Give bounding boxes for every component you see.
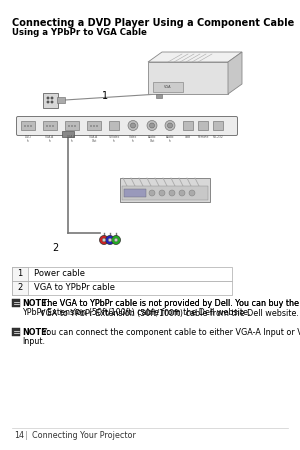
Text: Audio
In: Audio In <box>166 135 174 143</box>
Circle shape <box>179 190 185 196</box>
Circle shape <box>108 238 112 242</box>
Bar <box>21 121 35 130</box>
Circle shape <box>51 101 53 103</box>
Bar <box>65 121 79 130</box>
Text: The VGA to YPbPr cable is not provided by Dell. You can buy the VGA to YPbPr Ext: The VGA to YPbPr cable is not provided b… <box>40 299 299 319</box>
Text: NOTE:: NOTE: <box>22 328 50 337</box>
Bar <box>124 189 146 197</box>
Text: 14: 14 <box>14 432 24 441</box>
Circle shape <box>47 97 49 99</box>
Text: 1: 1 <box>102 91 108 101</box>
Text: Connecting a DVD Player Using a Component Cable: Connecting a DVD Player Using a Componen… <box>12 18 294 28</box>
Text: You can connect the component cable to either VGA-A Input or VGA-B: You can connect the component cable to e… <box>40 328 300 337</box>
Text: VGA to YPbPr cable: VGA to YPbPr cable <box>34 284 115 292</box>
FancyBboxPatch shape <box>16 117 238 135</box>
Bar <box>12 281 232 295</box>
Text: VGA-B
In: VGA-B In <box>68 135 76 143</box>
Text: VGA: VGA <box>164 85 172 89</box>
Text: NOTE:: NOTE: <box>22 299 50 308</box>
Bar <box>43 121 57 130</box>
Bar <box>109 121 119 130</box>
Circle shape <box>51 97 53 99</box>
Circle shape <box>96 125 98 127</box>
Bar <box>183 121 193 130</box>
Circle shape <box>159 190 165 196</box>
Circle shape <box>165 121 175 130</box>
Text: 2: 2 <box>17 284 22 292</box>
Circle shape <box>74 125 76 127</box>
Circle shape <box>24 125 26 127</box>
Text: DVI-I
In: DVI-I In <box>24 135 32 143</box>
Text: USB: USB <box>185 135 191 139</box>
Text: Power cable: Power cable <box>34 270 85 279</box>
Bar <box>12 267 232 281</box>
Bar <box>87 121 101 130</box>
Text: VGA-A
Out: VGA-A Out <box>89 135 99 143</box>
Text: Connecting Your Projector: Connecting Your Projector <box>32 432 136 441</box>
Circle shape <box>93 125 95 127</box>
Text: 1: 1 <box>17 270 22 279</box>
Text: Input.: Input. <box>22 337 45 346</box>
Bar <box>62 131 74 137</box>
Circle shape <box>189 190 195 196</box>
Text: RS-232: RS-232 <box>213 135 224 139</box>
Circle shape <box>147 121 157 130</box>
Text: 2: 2 <box>52 243 58 253</box>
Circle shape <box>52 125 54 127</box>
Bar <box>57 97 65 103</box>
Circle shape <box>71 125 73 127</box>
Polygon shape <box>148 52 242 62</box>
Text: The VGA to YPbPr cable is not provided by Dell. You can buy the VGA to: The VGA to YPbPr cable is not provided b… <box>40 299 300 308</box>
Bar <box>156 94 162 98</box>
Bar <box>12 328 20 336</box>
Bar <box>213 121 223 130</box>
Circle shape <box>130 123 136 128</box>
Text: Audio
Out: Audio Out <box>148 135 156 143</box>
Bar <box>148 62 228 94</box>
Circle shape <box>169 190 175 196</box>
Text: Remote: Remote <box>197 135 209 139</box>
Circle shape <box>112 235 121 244</box>
Text: YPbPr Extension (50ft/100ft) cable from the Dell website.: YPbPr Extension (50ft/100ft) cable from … <box>22 308 250 317</box>
Circle shape <box>149 190 155 196</box>
Circle shape <box>68 125 70 127</box>
Bar <box>198 121 208 130</box>
Bar <box>120 178 210 202</box>
Text: Using a YPbPr to VGA Cable: Using a YPbPr to VGA Cable <box>12 28 147 37</box>
Text: VGA-A
In: VGA-A In <box>45 135 55 143</box>
Text: S-Video
In: S-Video In <box>108 135 120 143</box>
Circle shape <box>106 235 115 244</box>
FancyBboxPatch shape <box>43 93 58 108</box>
Circle shape <box>102 238 106 242</box>
Text: |: | <box>25 432 27 441</box>
Polygon shape <box>228 52 242 94</box>
Bar <box>12 267 28 281</box>
Text: Video
In: Video In <box>129 135 137 143</box>
Circle shape <box>167 123 172 128</box>
Bar <box>153 82 183 92</box>
Bar <box>122 186 208 200</box>
Bar <box>12 299 20 307</box>
Circle shape <box>149 123 154 128</box>
Circle shape <box>128 121 138 130</box>
Circle shape <box>49 125 51 127</box>
Circle shape <box>47 101 49 103</box>
Circle shape <box>90 125 92 127</box>
Bar <box>12 281 28 295</box>
Circle shape <box>100 235 109 244</box>
Circle shape <box>27 125 29 127</box>
Circle shape <box>114 238 118 242</box>
Circle shape <box>30 125 32 127</box>
Circle shape <box>46 125 48 127</box>
